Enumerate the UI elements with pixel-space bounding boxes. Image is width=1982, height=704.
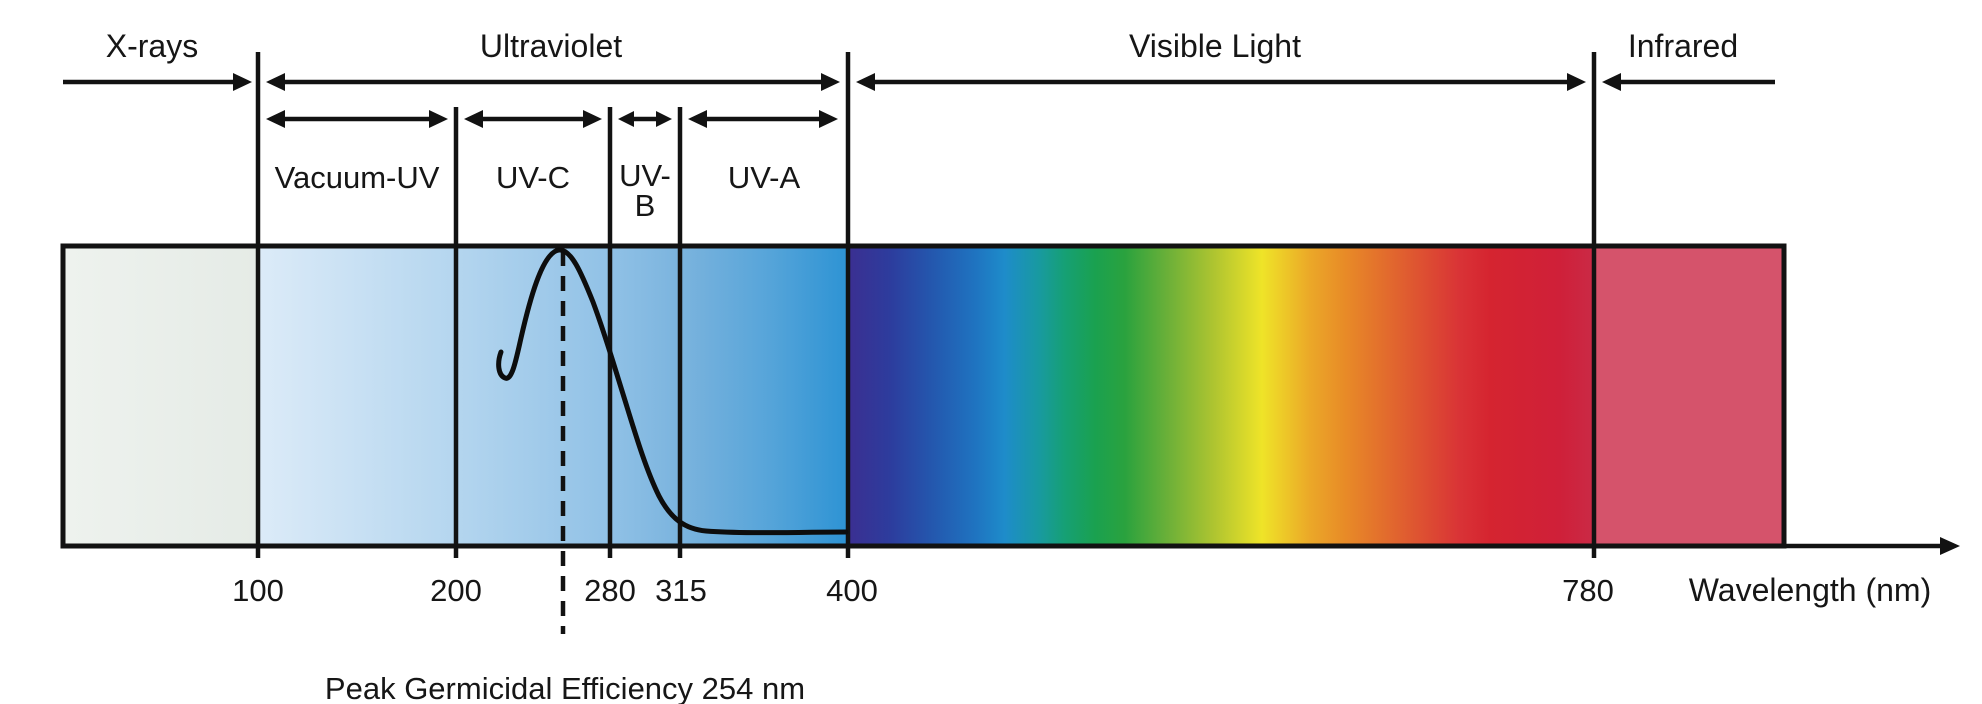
arrowhead-left-icon	[618, 111, 634, 127]
arrowhead-right-icon	[656, 111, 672, 127]
arrowhead-left-icon	[464, 110, 483, 128]
arrowhead-right-icon	[1567, 73, 1586, 91]
ultraviolet-range-arrow	[266, 73, 840, 91]
xrays-range-arrow	[63, 73, 252, 91]
band-border	[60, 243, 1787, 549]
uv-b-label-line1: UV-	[619, 158, 671, 193]
tick-label-100: 100	[232, 573, 284, 608]
uv-c-range-arrow	[464, 110, 602, 128]
vacuum-uv-range-arrow	[266, 110, 448, 128]
arrowhead-right-icon	[583, 110, 602, 128]
tick-label-780: 780	[1562, 573, 1614, 608]
arrowhead-right-icon	[821, 73, 840, 91]
peak-germicidal-annotation: Peak Germicidal Efficiency 254 nm	[325, 671, 805, 704]
subband-arrows	[266, 110, 838, 128]
visible-range-arrow	[856, 73, 1586, 91]
arrowhead-left-icon	[1602, 73, 1621, 91]
band-xray-region	[63, 246, 258, 546]
uv-b-range-arrow	[618, 111, 672, 127]
uv-c-label: UV-C	[496, 160, 570, 195]
band-uv-region	[258, 246, 848, 546]
arrowhead-right-icon	[429, 110, 448, 128]
xrays-label: X-rays	[106, 28, 198, 64]
arrowhead-right-icon	[233, 73, 252, 91]
band-infrared-region	[1594, 246, 1784, 546]
wavelength-axis	[1784, 537, 1960, 555]
infrared-range-arrow	[1602, 73, 1775, 91]
ultraviolet-label: Ultraviolet	[480, 28, 622, 64]
germicidal-efficiency-curve	[496, 247, 849, 536]
arrowhead-left-icon	[688, 110, 707, 128]
tick-label-280: 280	[584, 573, 636, 608]
tick-label-315: 315	[655, 573, 707, 608]
visible-light-label: Visible Light	[1129, 28, 1301, 64]
tick-label-200: 200	[430, 573, 482, 608]
region-arrows	[63, 73, 1775, 91]
infrared-label: Infrared	[1628, 28, 1738, 64]
arrowhead-left-icon	[856, 73, 875, 91]
arrowhead-right-icon	[819, 110, 838, 128]
uv-a-range-arrow	[688, 110, 838, 128]
uv-a-label: UV-A	[728, 160, 801, 195]
axis-arrowhead-right-icon	[1940, 537, 1960, 555]
band-visible-region	[848, 246, 1594, 546]
arrowhead-left-icon	[266, 73, 285, 91]
uv-b-label-line2: B	[635, 188, 656, 223]
boundary-lines	[255, 52, 1597, 558]
vacuum-uv-label: Vacuum-UV	[275, 160, 440, 195]
arrowhead-left-icon	[266, 110, 285, 128]
axis-title: Wavelength (nm)	[1689, 572, 1931, 608]
tick-label-400: 400	[826, 573, 878, 608]
spectrum-band	[60, 243, 1787, 549]
